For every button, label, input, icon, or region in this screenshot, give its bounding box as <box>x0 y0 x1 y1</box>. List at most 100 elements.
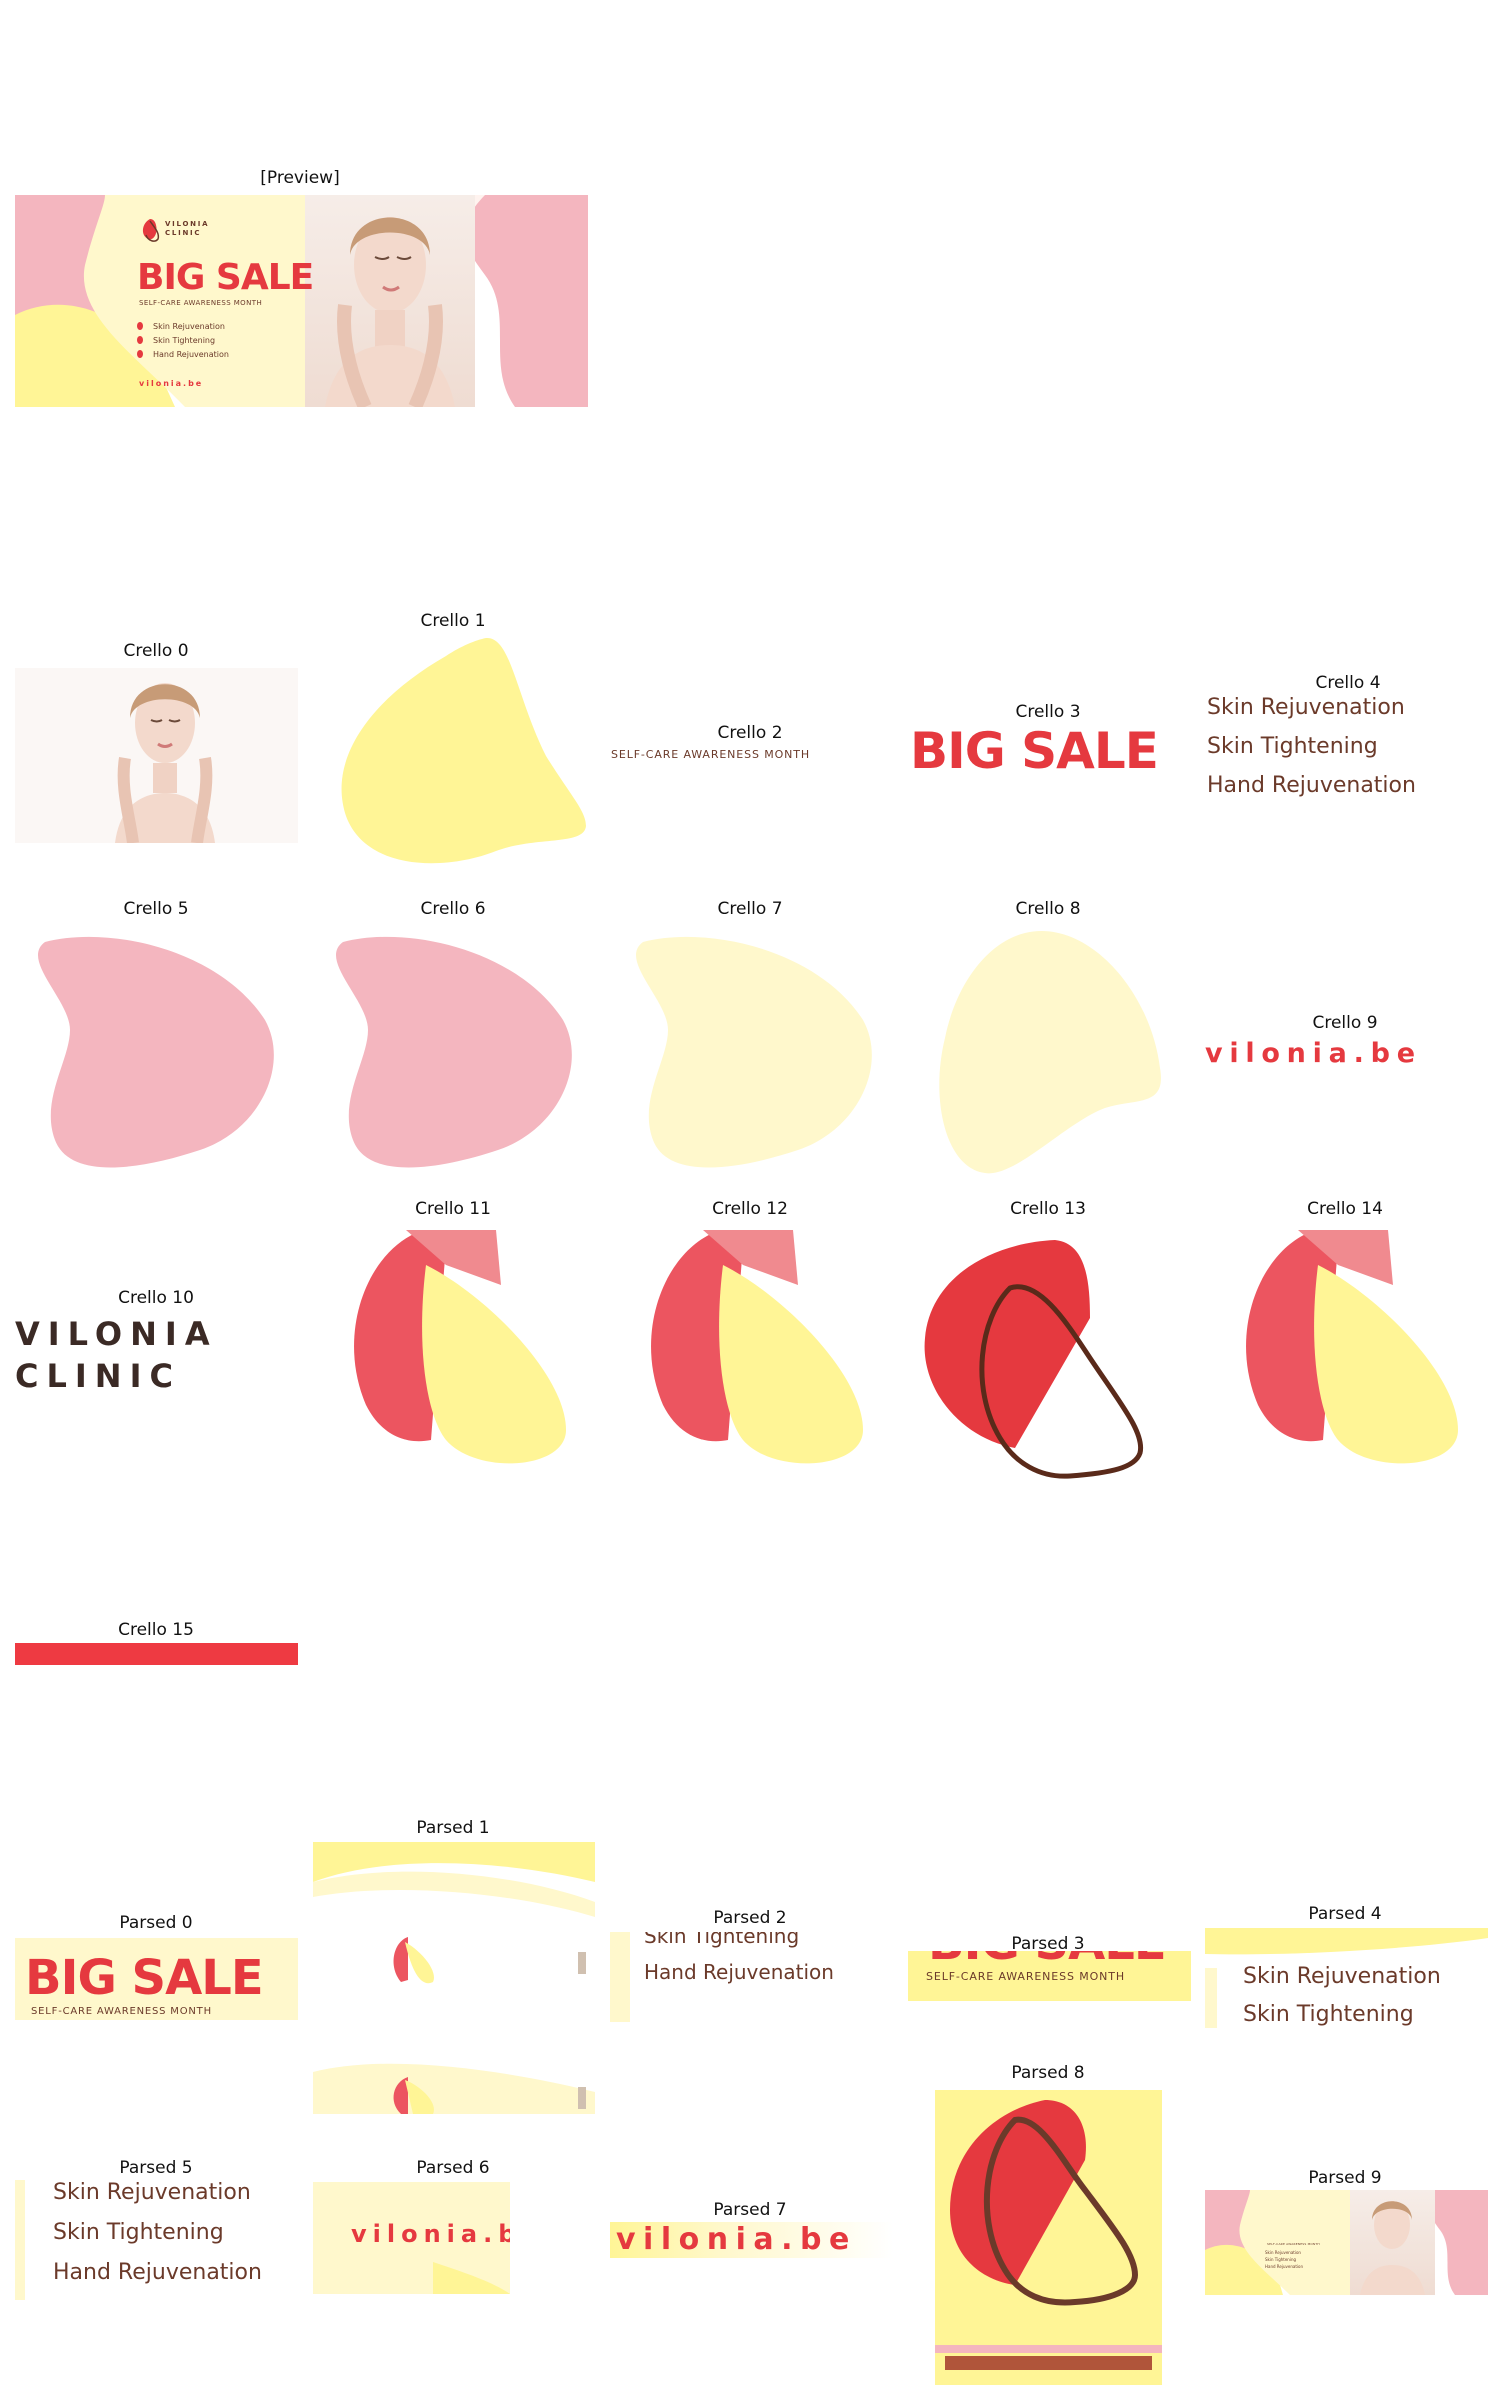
parsed-4-service-0: Skin Rejuvenation <box>1243 1964 1441 1989</box>
parsed-3-subtitle: SELF-CARE AWARENESS MONTH <box>926 1970 1125 1983</box>
parsed-1-crop <box>313 1842 595 2114</box>
parsed-9-portrait <box>1350 2190 1435 2295</box>
crello-0-caption: Crello 0 <box>123 641 189 661</box>
parsed-7-crop: vilonia.be <box>610 2222 893 2258</box>
crello-2-subtitle: SELF-CARE AWARENESS MONTH <box>611 748 810 761</box>
preview-subtitle: SELF-CARE AWARENESS MONTH <box>139 299 263 307</box>
parsed-9-shapes <box>1205 2190 1488 2295</box>
preview-banner: VILONIA CLINIC BIG SALE SELF-CARE AWAREN… <box>15 195 588 407</box>
preview-brand-line2: CLINIC <box>165 229 202 237</box>
crello-5-blob <box>38 936 274 1168</box>
list-item: Skin Tightening <box>1265 2257 1297 2262</box>
preview-caption: [Preview] <box>260 168 340 188</box>
crello-11-logo-piece <box>354 1230 566 1464</box>
crello-10-brand-line1: VILONIA <box>15 1315 218 1353</box>
crello-12-caption: Crello 12 <box>712 1199 788 1219</box>
preview-headline: BIG SALE <box>137 257 314 298</box>
bullet-icon <box>137 322 143 330</box>
parsed-5-service-1: Skin Tightening <box>53 2220 224 2245</box>
parsed-4-caption: Parsed 4 <box>1308 1904 1382 1924</box>
parsed-9-mini-banner: SELF-CARE AWARENESS MONTH Skin Rejuvenat… <box>1205 2190 1488 2295</box>
crello-13-caption: Crello 13 <box>1010 1199 1086 1219</box>
parsed-6-shape <box>433 2262 510 2294</box>
crello-6-blob <box>336 936 572 1168</box>
parsed-5-caption: Parsed 5 <box>119 2158 193 2178</box>
crello-3-headline: BIG SALE <box>910 722 1159 780</box>
list-item: Hand Rejuvenation <box>1265 2264 1303 2269</box>
crello-6-caption: Crello 6 <box>420 899 486 919</box>
woman-portrait-icon <box>15 668 298 843</box>
crello-1-blob <box>341 637 586 864</box>
woman-portrait-icon <box>325 217 455 407</box>
crello-13-logo-piece <box>924 1240 1144 1479</box>
preview-brand-line1: VILONIA <box>165 220 210 228</box>
parsed-2-edge <box>610 1932 630 2022</box>
parsed-7-caption: Parsed 7 <box>713 2200 787 2220</box>
list-item: Skin Rejuvenation <box>1265 2250 1301 2255</box>
parsed-0-subtitle: SELF-CARE AWARENESS MONTH <box>31 2006 212 2017</box>
woman-portrait-icon <box>1360 2201 1425 2295</box>
crello-8-blob <box>939 930 1161 1174</box>
crello-4-service-list: Skin Rejuvenation Skin Tightening Hand R… <box>1207 695 1416 812</box>
crello-0-photo <box>15 668 298 843</box>
parsed-0-crop: BIG SALE SELF-CARE AWARENESS MONTH <box>15 1938 298 2020</box>
parsed-5-service-2: Hand Rejuvenation <box>53 2260 262 2285</box>
crello-7-caption: Crello 7 <box>717 899 783 919</box>
parsed-5-edge <box>15 2180 25 2300</box>
list-item: Hand Rejuvenation <box>1207 773 1416 798</box>
parsed-9-subtitle: SELF-CARE AWARENESS MONTH <box>1267 2242 1320 2246</box>
parsed-0-headline: BIG SALE <box>25 1950 264 2006</box>
crello-14-logo-piece <box>1246 1230 1458 1464</box>
clinic-logo-icon <box>142 219 160 242</box>
parsed-2-service-top: Skin Tightening <box>644 1932 800 1948</box>
list-item: Skin Tightening <box>137 333 229 347</box>
crello-9-website: vilonia.be <box>1205 1038 1422 1069</box>
parsed-8-logo-icon <box>935 2100 1162 2370</box>
parsed-6-website: vilonia.be <box>351 2220 510 2248</box>
parsed-7-website: vilonia.be <box>616 2222 857 2257</box>
list-item: Hand Rejuvenation <box>137 347 229 361</box>
bullet-icon <box>137 336 143 344</box>
preview-portrait <box>305 195 475 407</box>
parsed-9-service-list: Skin Rejuvenation Skin Tightening Hand R… <box>1265 2250 1303 2271</box>
crello-15-bar <box>15 1643 298 1665</box>
parsed-4-edge <box>1205 1968 1217 2028</box>
parsed-9-caption: Parsed 9 <box>1308 2168 1382 2188</box>
crello-2-caption: Crello 2 <box>717 723 783 743</box>
crello-4-caption: Crello 4 <box>1315 673 1381 693</box>
crello-11-caption: Crello 11 <box>415 1199 491 1219</box>
list-item: Skin Rejuvenation <box>1207 695 1405 720</box>
list-item: Skin Tightening <box>1207 734 1378 759</box>
crello-7-blob <box>636 936 872 1168</box>
parsed-4-service-1: Skin Tightening <box>1243 2002 1414 2027</box>
crello-12-logo-piece <box>651 1230 863 1464</box>
parsed-1-caption: Parsed 1 <box>416 1818 490 1838</box>
parsed-2-caption: Parsed 2 <box>713 1908 787 1928</box>
parsed-2-service-bottom: Hand Rejuvenation <box>644 1960 834 1984</box>
crello-3-caption: Crello 3 <box>1015 702 1081 722</box>
parsed-7-gradient <box>610 2222 893 2258</box>
preview-service-list: Skin Rejuvenation Skin Tightening Hand R… <box>137 319 229 361</box>
parsed-0-caption: Parsed 0 <box>119 1913 193 1933</box>
crello-9-caption: Crello 9 <box>1312 1013 1378 1033</box>
parsed-8-crop <box>935 2090 1162 2385</box>
parsed-1-fragment <box>313 1842 595 2114</box>
parsed-5-service-0: Skin Rejuvenation <box>53 2180 251 2205</box>
parsed-2-crop: Skin Tightening Hand Rejuvenation <box>610 1932 893 2022</box>
parsed-3-caption: Parsed 3 <box>1011 1934 1085 1954</box>
preview-shapes <box>15 195 588 407</box>
parsed-4-crop: Skin Rejuvenation Skin Tightening <box>1205 1928 1488 2028</box>
parsed-6-caption: Parsed 6 <box>416 2158 490 2178</box>
crello-1-caption: Crello 1 <box>420 611 486 631</box>
bullet-icon <box>137 350 143 358</box>
parsed-6-crop: vilonia.be <box>313 2182 510 2294</box>
crello-15-caption: Crello 15 <box>118 1620 194 1640</box>
crello-8-caption: Crello 8 <box>1015 899 1081 919</box>
list-item: Skin Rejuvenation <box>137 319 229 333</box>
parsed-4-band <box>1205 1928 1488 1955</box>
parsed-3-headline: BIG SALE <box>928 1951 1167 1971</box>
parsed-8-caption: Parsed 8 <box>1011 2063 1085 2083</box>
parsed-5-crop: Skin Rejuvenation Skin Tightening Hand R… <box>15 2180 298 2300</box>
preview-website: vilonia.be <box>139 379 204 388</box>
crello-5-caption: Crello 5 <box>123 899 189 919</box>
